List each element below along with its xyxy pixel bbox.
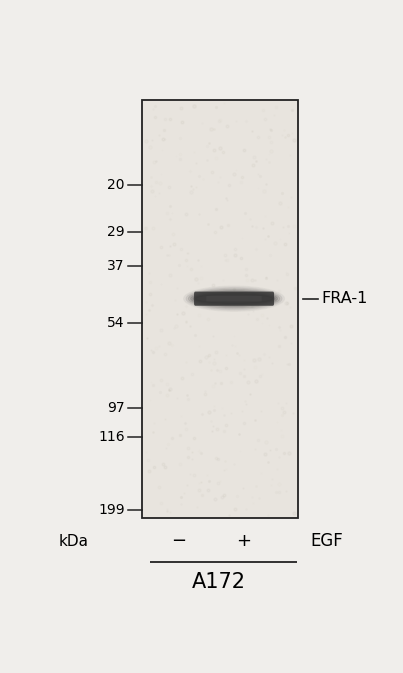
Text: kDa: kDa — [58, 534, 88, 548]
Text: EGF: EGF — [310, 532, 343, 551]
FancyBboxPatch shape — [194, 291, 274, 306]
Text: 54: 54 — [107, 316, 125, 330]
Text: 20: 20 — [107, 178, 125, 192]
Text: +: + — [237, 532, 251, 551]
Ellipse shape — [195, 293, 273, 304]
Text: FRA-1: FRA-1 — [322, 291, 368, 306]
Text: 97: 97 — [107, 401, 125, 415]
Bar — [142, 100, 298, 518]
Text: A172: A172 — [192, 572, 246, 592]
FancyBboxPatch shape — [206, 296, 262, 302]
Ellipse shape — [186, 287, 282, 310]
Ellipse shape — [191, 291, 277, 307]
Text: 37: 37 — [107, 259, 125, 273]
Text: −: − — [171, 532, 186, 551]
Text: 199: 199 — [98, 503, 125, 518]
Text: 116: 116 — [98, 430, 125, 444]
Text: 29: 29 — [107, 225, 125, 240]
Ellipse shape — [188, 289, 280, 308]
Ellipse shape — [193, 292, 275, 305]
